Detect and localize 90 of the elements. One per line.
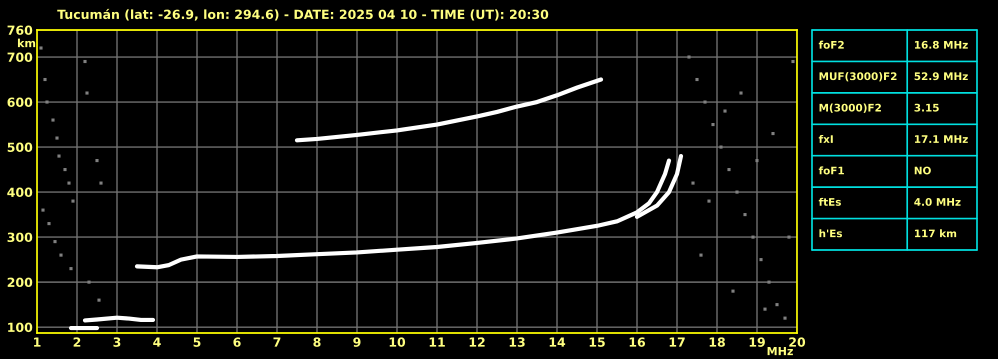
point xyxy=(775,303,779,306)
x-tick-label: 3 xyxy=(113,337,120,347)
x-tick-label: 19 xyxy=(750,337,765,347)
point xyxy=(751,236,755,239)
point xyxy=(771,132,775,136)
point xyxy=(739,91,743,95)
point xyxy=(691,182,695,185)
x-tick-label: 8 xyxy=(313,337,321,347)
x-tick-label: 2 xyxy=(74,337,80,347)
text: foF1 xyxy=(818,166,844,174)
text: 17.1 MHz xyxy=(914,135,968,143)
point xyxy=(95,159,99,162)
x-axis-title: MHz xyxy=(768,346,793,356)
y-axis-title: km xyxy=(18,38,36,48)
x-tick-label: 16 xyxy=(630,337,646,347)
point xyxy=(787,236,791,239)
point xyxy=(43,78,47,82)
point xyxy=(727,168,731,172)
text: MUF(3000)F2 xyxy=(820,72,897,82)
point xyxy=(767,280,771,284)
point xyxy=(67,182,71,185)
point xyxy=(719,146,723,149)
point xyxy=(87,280,91,284)
point xyxy=(735,190,739,194)
point xyxy=(41,208,45,212)
x-tick-label: 11 xyxy=(430,338,445,347)
x-tick-label: 4 xyxy=(153,338,161,347)
chart-title: Tucumán (lat: -26.9, lon: 294.6) - DATE: 2025 04 10 - TIME (UT): 20:30 xyxy=(57,8,548,21)
point xyxy=(55,136,59,140)
text: foF2 xyxy=(818,40,844,49)
text: fxI xyxy=(818,134,833,143)
x-tick-label: 18 xyxy=(710,337,725,347)
point xyxy=(83,60,87,64)
point xyxy=(707,200,711,203)
text: 117 km xyxy=(914,229,956,238)
point xyxy=(53,240,57,244)
y-tick-label: 500 xyxy=(8,142,32,152)
point xyxy=(695,78,699,82)
point xyxy=(723,109,727,113)
text: M(3000)F2 xyxy=(820,104,881,113)
point xyxy=(51,118,55,122)
point xyxy=(59,254,63,257)
y-tick-label: 100 xyxy=(8,322,32,332)
point xyxy=(731,290,735,293)
point xyxy=(63,168,67,172)
point xyxy=(711,122,715,126)
point xyxy=(755,159,759,162)
point xyxy=(759,258,763,262)
point xyxy=(47,222,51,226)
text: ftEs xyxy=(818,198,841,206)
text: 3.15 xyxy=(914,104,939,112)
x-tick-label: 10 xyxy=(390,337,406,347)
y-tick-label: 760 xyxy=(8,25,32,35)
line-series xyxy=(294,77,604,142)
x-tick-label: 6 xyxy=(233,337,241,347)
point xyxy=(69,267,73,270)
x-tick-label: 7 xyxy=(273,338,280,347)
point xyxy=(99,182,103,185)
x-tick-label: 9 xyxy=(353,337,361,347)
y-tick-label: 300 xyxy=(8,232,32,242)
x-tick-label: 15 xyxy=(590,338,605,347)
text: NO xyxy=(914,166,931,174)
point xyxy=(687,55,691,59)
point xyxy=(743,213,747,216)
text: 52.9 MHz xyxy=(914,72,968,80)
x-tick-label: 1 xyxy=(34,338,40,347)
y-tick-label: 400 xyxy=(7,188,32,198)
text: 16.8 MHz xyxy=(914,40,968,49)
y-tick-label: 200 xyxy=(8,278,32,288)
text: 4.0 MHz xyxy=(914,198,961,206)
x-tick-label: 5 xyxy=(194,338,200,347)
point xyxy=(85,91,89,95)
text: h'Es xyxy=(819,229,842,238)
point xyxy=(703,100,707,104)
point xyxy=(763,308,767,311)
point xyxy=(45,100,49,104)
y-tick-label: 700 xyxy=(8,52,32,62)
x-tick-label: 14 xyxy=(550,338,566,347)
point xyxy=(97,298,101,302)
y-tick-label: 600 xyxy=(8,98,32,107)
x-tick-label: 12 xyxy=(470,337,485,347)
point xyxy=(71,200,75,203)
point xyxy=(699,254,703,257)
point xyxy=(39,46,43,50)
x-tick-label: 13 xyxy=(510,337,525,347)
x-tick-label: 17 xyxy=(670,338,685,347)
x-tick-label: 20 xyxy=(789,337,806,347)
point xyxy=(791,60,795,64)
point xyxy=(57,154,61,158)
point xyxy=(783,316,787,320)
